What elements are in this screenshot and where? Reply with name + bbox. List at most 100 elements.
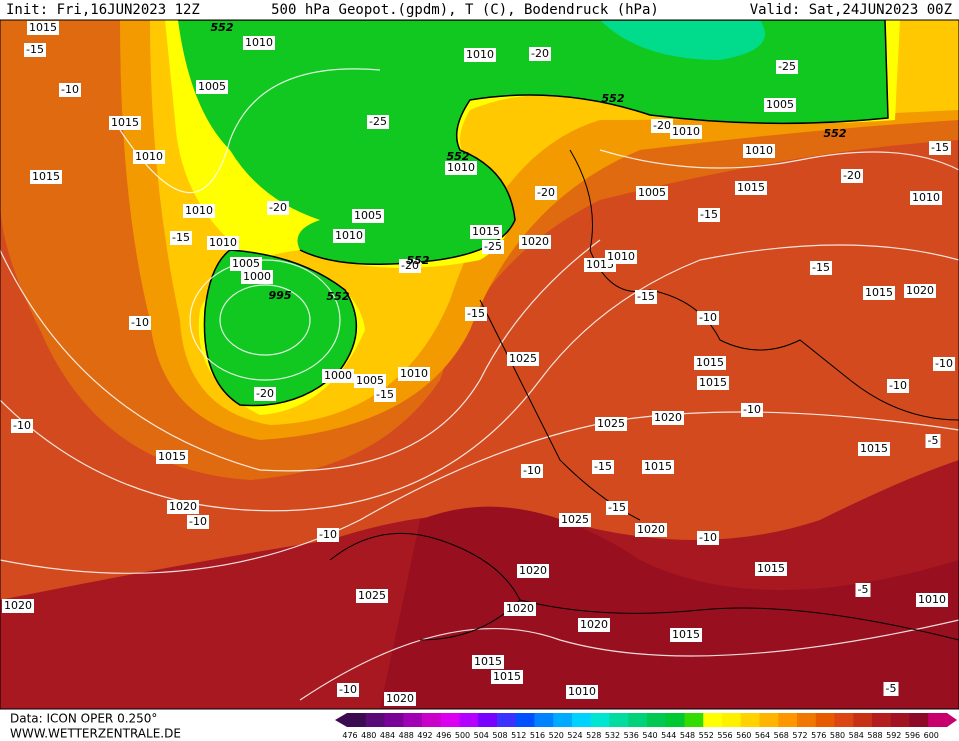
site: WWW.WETTERZENTRALE.DE [10,727,181,741]
colorbar-swatch [515,713,535,727]
colorbar-swatch [459,713,479,727]
map-label: -20 [269,201,287,214]
colorbar-swatch [497,713,517,727]
map-label: -10 [319,528,337,541]
colorbar: 476 480 484 488 492 496 500 504 508 512 516 520 524 5… [335,713,957,740]
map-label-box [933,357,955,371]
map-label-box [810,261,832,275]
map-label: 1025 [561,513,589,526]
map-label-box [670,628,702,642]
map-label: 1010 [400,367,428,380]
map-label-box [863,286,895,300]
map-label-box [735,181,767,195]
map-label: 1005 [354,209,382,222]
colorbar-swatch [834,713,854,727]
colorbar-swatch [647,713,667,727]
map-label: 1005 [638,186,666,199]
map-label-box [241,270,273,284]
map-label-box [887,379,909,393]
map-label-box [133,150,165,164]
map-label-box [187,515,209,529]
map-frame [0,19,959,710]
colorbar-label: 488 [399,731,414,740]
colorbar-label: 524 [567,731,582,740]
map-label-box [196,80,228,94]
map-label-box [24,43,46,57]
map-label: 1015 [32,170,60,183]
map-label: 1005 [232,257,260,270]
map-label-box [445,161,477,175]
map-label-box [59,83,81,97]
map-label: 1020 [4,599,32,612]
colorbar-swatch [609,713,629,727]
map-label-box [399,259,421,273]
map-label-box [929,141,951,155]
colorbar-swatch [665,713,685,727]
colorbar-swatch [628,713,648,727]
map-label-box [384,692,416,706]
colorbar-label: 476 [342,731,357,740]
map-label: -10 [889,379,907,392]
colorbar-label: 508 [492,731,507,740]
colorbar-label: 588 [867,731,882,740]
map-label: 1000 [324,369,352,382]
map-label: -10 [699,311,717,324]
map-label: 552 [602,92,625,105]
map-label-box [367,115,389,129]
map-label-box [2,599,34,613]
map-label-box [30,170,62,184]
map-label-box [507,352,539,366]
map-label-box [207,236,239,250]
map-label-box [925,434,941,448]
map-label-box [635,523,667,537]
map-label-box [636,186,668,200]
map-label: -20 [843,169,861,182]
map-label: 1015 [737,181,765,194]
map-label: -15 [931,141,949,154]
map-label: 1020 [637,523,665,536]
map-label-box [109,116,141,130]
map-label: 1010 [335,229,363,242]
map-label: 1020 [654,411,682,424]
init-time: Init: Fri,16JUN2023 12Z [6,2,200,18]
map-label: -15 [376,388,394,401]
map-label-box [595,417,627,431]
map-label: 1015 [672,628,700,641]
map-label-box [743,144,775,158]
map-label: -15 [812,261,830,274]
colorbar-swatch [478,713,498,727]
map-label: 1020 [169,500,197,513]
map-label: -5 [886,682,897,695]
map-label: 1010 [135,150,163,163]
colorbar-swatch [684,713,704,727]
colorbar-swatch [384,713,404,727]
colorbar-label: 544 [661,731,676,740]
map-label-box [504,602,536,616]
map-label: 1005 [766,98,794,111]
map-label: 1020 [506,602,534,615]
map-label-box [841,169,863,183]
colorbar-swatch [534,713,554,727]
colorbar-label: 600 [924,731,939,740]
colorbar-swatch [759,713,779,727]
map-label: 1010 [185,204,213,217]
map-label: 1000 [243,270,271,283]
colorbar-swatch [815,713,835,727]
map-label: -15 [26,43,44,56]
map-label: -5 [928,434,939,447]
map-label-box [517,564,549,578]
map-label-box [27,21,59,35]
map-label: -10 [189,515,207,528]
map-label: 1015 [757,562,785,575]
map-label: -15 [594,460,612,473]
colorbar-label: 516 [530,731,545,740]
map-label-box [183,204,215,218]
map-label: 1010 [912,191,940,204]
colorbar-swatch [347,713,367,727]
map-label-box [267,201,289,215]
colorbar-label: 556 [717,731,732,740]
map-label: 1010 [209,236,237,249]
map-label-box [883,682,899,696]
